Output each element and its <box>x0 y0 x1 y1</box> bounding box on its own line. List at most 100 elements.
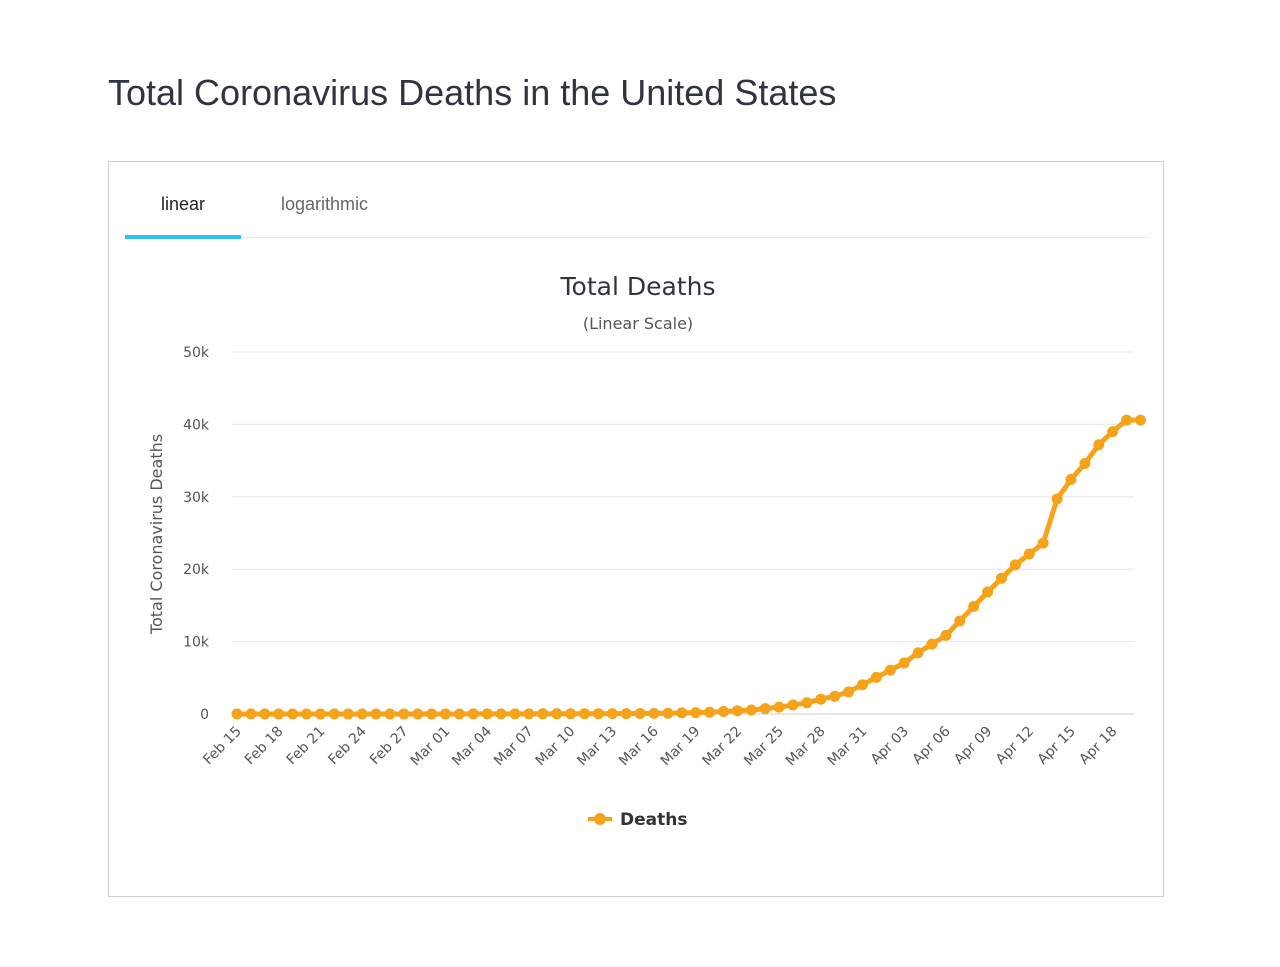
x-tick-label: Apr 03 <box>868 724 912 768</box>
x-tick-label: Mar 13 <box>574 724 620 770</box>
data-point[interactable] <box>1037 537 1049 549</box>
data-point[interactable] <box>314 708 326 720</box>
data-point[interactable] <box>857 679 868 691</box>
data-point[interactable] <box>1093 439 1105 451</box>
data-point[interactable] <box>1135 414 1146 426</box>
series-line-deaths <box>237 417 1141 717</box>
x-tick-label: Feb 27 <box>367 724 412 769</box>
y-tick-label: 30k <box>183 490 210 506</box>
x-tick-label: Apr 18 <box>1076 724 1120 768</box>
data-point[interactable] <box>1009 559 1021 571</box>
chart-subtitle: (Linear Scale) <box>583 314 693 333</box>
data-point[interactable] <box>606 708 618 720</box>
data-point[interactable] <box>467 708 479 720</box>
x-tick-label: Mar 28 <box>783 724 829 770</box>
data-point[interactable] <box>523 708 535 720</box>
data-point[interactable] <box>662 707 674 719</box>
y-axis-label: Total Coronavirus Deaths <box>147 434 166 635</box>
x-tick-label: Apr 15 <box>1035 724 1079 768</box>
data-point[interactable] <box>259 708 271 720</box>
data-point[interactable] <box>1023 548 1035 560</box>
data-point[interactable] <box>495 708 507 720</box>
data-point[interactable] <box>509 708 521 720</box>
data-point[interactable] <box>1107 426 1119 438</box>
data-point[interactable] <box>926 638 938 650</box>
chart-title: Total Deaths <box>560 272 716 301</box>
data-point[interactable] <box>884 664 896 676</box>
data-point[interactable] <box>481 708 493 720</box>
data-point[interactable] <box>648 707 660 719</box>
x-tick-label: Mar 01 <box>408 724 454 770</box>
data-point[interactable] <box>356 708 368 720</box>
data-point[interactable] <box>551 708 563 720</box>
x-tick-label: Mar 16 <box>616 723 662 769</box>
data-point[interactable] <box>996 572 1007 584</box>
data-point[interactable] <box>592 708 604 720</box>
data-point[interactable] <box>759 703 771 715</box>
data-point[interactable] <box>745 704 757 716</box>
data-point[interactable] <box>954 615 966 627</box>
data-point[interactable] <box>342 708 354 720</box>
data-point[interactable] <box>898 657 910 669</box>
legend[interactable]: Deaths <box>588 810 687 830</box>
x-tick-label: Apr 12 <box>993 724 1037 768</box>
data-point[interactable] <box>1051 493 1063 505</box>
data-point[interactable] <box>440 708 451 720</box>
grid-layer <box>232 351 1134 715</box>
scale-tabs: linear logarithmic <box>125 162 1149 239</box>
data-point[interactable] <box>328 708 340 720</box>
data-point[interactable] <box>912 647 924 659</box>
x-tick-label: Feb 24 <box>325 723 370 768</box>
y-tick-labels: 0 10k 20k 30k 40k 50k <box>183 345 210 723</box>
data-point[interactable] <box>731 705 743 717</box>
x-tick-label: Mar 07 <box>491 724 537 770</box>
tab-logarithmic[interactable]: logarithmic <box>281 194 369 214</box>
data-point[interactable] <box>301 708 312 720</box>
data-point[interactable] <box>453 708 465 720</box>
data-point[interactable] <box>398 708 410 720</box>
data-point[interactable] <box>412 708 424 720</box>
data-point[interactable] <box>801 697 813 709</box>
data-point[interactable] <box>676 707 688 719</box>
data-point[interactable] <box>773 701 785 713</box>
data-point[interactable] <box>384 708 396 720</box>
data-point[interactable] <box>968 601 980 612</box>
data-point[interactable] <box>620 708 632 720</box>
legend-label-deaths: Deaths <box>620 810 687 830</box>
data-point[interactable] <box>870 671 882 683</box>
y-tick-label: 50k <box>183 345 210 361</box>
data-point[interactable] <box>231 708 243 720</box>
data-point[interactable] <box>579 708 590 720</box>
data-point[interactable] <box>982 586 994 598</box>
tab-linear[interactable]: linear <box>160 194 206 214</box>
data-point[interactable] <box>426 708 438 720</box>
data-point[interactable] <box>287 708 299 720</box>
data-point[interactable] <box>273 708 285 720</box>
x-tick-label: Apr 06 <box>910 723 954 767</box>
data-point[interactable] <box>370 708 382 720</box>
data-point[interactable] <box>245 708 257 720</box>
data-point[interactable] <box>537 708 549 720</box>
active-tab-indicator <box>125 235 241 239</box>
data-point[interactable] <box>815 693 827 705</box>
data-point[interactable] <box>787 699 799 711</box>
x-tick-label: Apr 09 <box>951 724 995 768</box>
x-tick-label: Feb 15 <box>200 724 245 769</box>
y-tick-label: 40k <box>183 417 210 433</box>
data-point[interactable] <box>1065 473 1077 485</box>
data-point[interactable] <box>690 707 702 719</box>
x-tick-label: Mar 19 <box>658 724 704 770</box>
data-point[interactable] <box>940 629 952 641</box>
x-tick-label: Mar 22 <box>699 724 745 770</box>
data-point[interactable] <box>634 708 646 719</box>
chart-card: linear logarithmic Total Deaths (Linear … <box>108 161 1164 897</box>
data-point[interactable] <box>565 708 577 720</box>
legend-marker-icon <box>594 813 606 825</box>
data-point[interactable] <box>843 686 855 698</box>
x-tick-label: Mar 25 <box>741 724 787 770</box>
data-point[interactable] <box>829 690 841 702</box>
data-point[interactable] <box>718 706 729 717</box>
data-point[interactable] <box>1121 414 1133 426</box>
data-point[interactable] <box>1079 458 1091 469</box>
data-point[interactable] <box>704 706 716 718</box>
